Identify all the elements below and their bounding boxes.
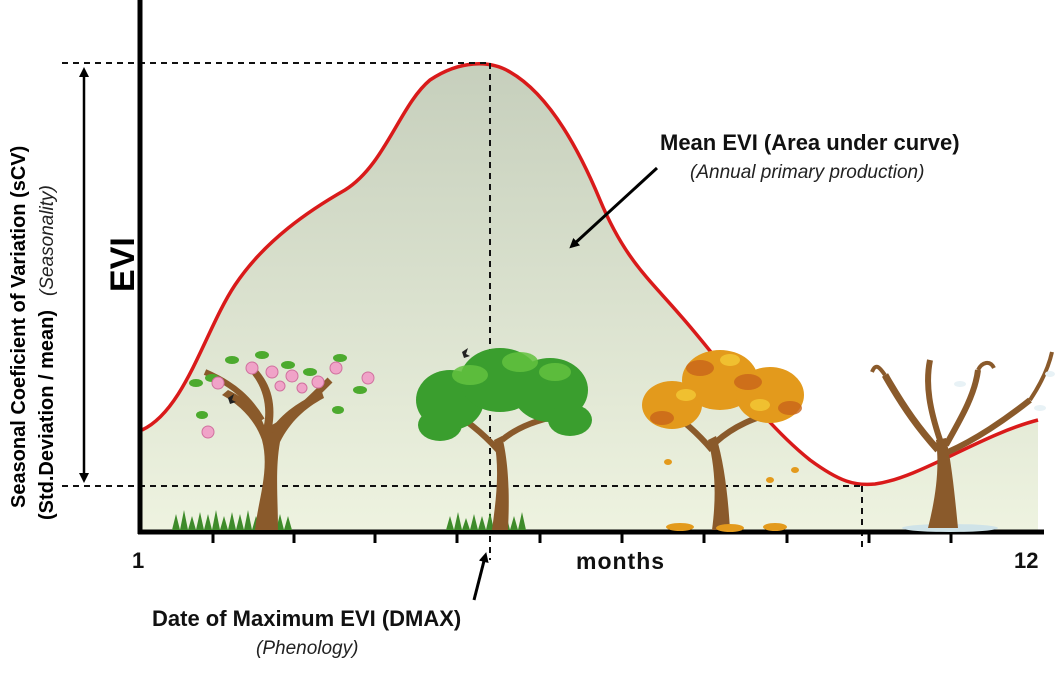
dmax-arrow <box>472 552 489 601</box>
scv-label-line2: (Std.Deviation / mean) <box>36 309 58 520</box>
spring-tree-icon <box>172 351 375 530</box>
guide-lines <box>62 62 863 560</box>
dmax-subtitle: (Phenology) <box>256 638 359 659</box>
y-axis-label: EVI <box>104 237 142 292</box>
scv-label-line1: Seasonal Coeficient of Variation (sCV) <box>8 145 30 508</box>
axes <box>137 0 1044 535</box>
scv-label-note: (Seasonality) <box>37 185 58 296</box>
autumn-tree-icon <box>642 350 804 532</box>
winter-tree-icon <box>870 351 1055 532</box>
x-ticks <box>211 532 953 543</box>
mean-evi-subtitle: (Annual primary production) <box>690 162 925 183</box>
area-under-curve <box>142 63 1038 531</box>
summer-tree-icon <box>416 348 592 530</box>
dmax-title: Date of Maximum EVI (DMAX) <box>152 606 462 631</box>
x-axis-end-label: 12 <box>1014 548 1039 573</box>
mean-evi-arrow <box>569 166 659 249</box>
mean-evi-title: Mean EVI (Area under curve) <box>660 130 960 155</box>
x-axis-label: months <box>576 548 666 574</box>
evi-curve <box>141 62 1039 487</box>
x-axis-start-label: 1 <box>132 548 145 573</box>
